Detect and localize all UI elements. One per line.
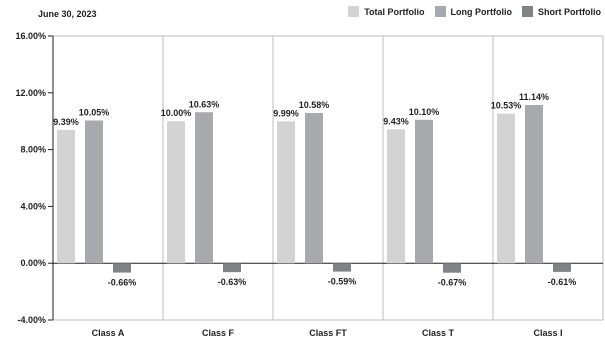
legend-label-total: Total Portfolio bbox=[364, 6, 425, 17]
y-tick-label: 12.00% bbox=[15, 88, 46, 98]
category-label: Class T bbox=[422, 328, 455, 338]
legend-item-long: Long Portfolio bbox=[434, 6, 512, 17]
legend-item-short: Short Portfolio bbox=[522, 6, 601, 17]
data-label-short: -0.66% bbox=[108, 278, 137, 288]
bar-total bbox=[387, 129, 405, 264]
data-label-short: -0.63% bbox=[218, 277, 247, 287]
bar-short bbox=[333, 263, 351, 272]
bar-short bbox=[113, 263, 131, 273]
category-label: Class I bbox=[533, 328, 562, 338]
legend-swatch-total bbox=[348, 6, 360, 17]
data-label-total: 10.53% bbox=[491, 101, 522, 111]
data-label-short: -0.59% bbox=[328, 277, 357, 287]
chart-title: June 30, 2023 bbox=[38, 9, 97, 19]
data-label-long: 11.14% bbox=[519, 92, 549, 102]
legend-label-short: Short Portfolio bbox=[538, 6, 601, 17]
bar-long bbox=[415, 119, 433, 264]
legend: Total Portfolio Long Portfolio Short Por… bbox=[348, 6, 601, 17]
bar-total bbox=[167, 121, 185, 264]
data-label-long: 10.05% bbox=[79, 107, 110, 117]
category-label: Class F bbox=[202, 328, 235, 338]
data-label-total: 10.00% bbox=[161, 108, 192, 118]
bar-short bbox=[443, 263, 461, 273]
y-tick-label: 8.00% bbox=[20, 145, 46, 155]
data-label-long: 10.63% bbox=[189, 99, 220, 109]
data-label-short: -0.67% bbox=[438, 278, 467, 288]
data-label-total: 9.99% bbox=[273, 108, 299, 118]
legend-swatch-short bbox=[522, 6, 533, 17]
bar-total bbox=[57, 129, 75, 264]
bar-total bbox=[497, 113, 515, 264]
bar-total bbox=[277, 121, 295, 264]
category-label: Class A bbox=[92, 328, 125, 338]
data-label-total: 9.39% bbox=[53, 117, 79, 127]
bar-long bbox=[525, 105, 543, 264]
y-tick-label: 0.00% bbox=[20, 258, 46, 268]
bar-long bbox=[305, 112, 323, 264]
legend-label-long: Long Portfolio bbox=[450, 6, 512, 17]
y-tick-label: 4.00% bbox=[20, 201, 46, 211]
legend-item-total: Total Portfolio bbox=[348, 6, 425, 17]
legend-swatch-long bbox=[434, 6, 446, 17]
y-tick-label: 16.00% bbox=[15, 31, 46, 41]
bar-short bbox=[223, 263, 241, 273]
bar-short bbox=[553, 263, 571, 272]
data-label-total: 9.43% bbox=[383, 116, 409, 126]
data-label-short: -0.61% bbox=[548, 277, 577, 287]
bar-long bbox=[195, 112, 213, 264]
category-label: Class FT bbox=[309, 328, 347, 338]
data-label-long: 10.10% bbox=[409, 107, 440, 117]
y-tick-label: -4.00% bbox=[17, 315, 46, 325]
bar-long bbox=[85, 120, 103, 264]
data-label-long: 10.58% bbox=[299, 100, 330, 110]
